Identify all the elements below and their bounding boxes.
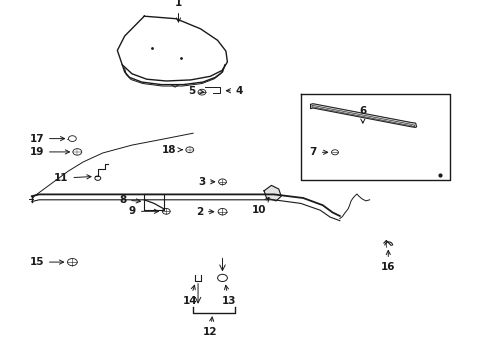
Text: 8: 8 xyxy=(119,195,140,205)
Text: 10: 10 xyxy=(251,197,268,215)
Text: 2: 2 xyxy=(195,207,213,217)
Text: 13: 13 xyxy=(221,285,236,306)
Text: 17: 17 xyxy=(29,134,64,144)
Text: 18: 18 xyxy=(161,145,182,155)
Text: 16: 16 xyxy=(380,251,395,272)
Text: 12: 12 xyxy=(203,317,217,337)
Text: 14: 14 xyxy=(182,285,197,306)
Text: 11: 11 xyxy=(54,173,91,183)
Text: 5: 5 xyxy=(188,86,203,96)
Text: 6: 6 xyxy=(359,106,366,123)
Text: 19: 19 xyxy=(30,147,69,157)
Text: 9: 9 xyxy=(128,206,158,216)
Polygon shape xyxy=(264,185,281,201)
Text: 15: 15 xyxy=(29,257,63,267)
Text: 1: 1 xyxy=(175,0,182,22)
Text: 4: 4 xyxy=(226,86,243,96)
Text: 7: 7 xyxy=(309,147,327,157)
Text: 3: 3 xyxy=(198,177,214,187)
Polygon shape xyxy=(310,104,416,127)
